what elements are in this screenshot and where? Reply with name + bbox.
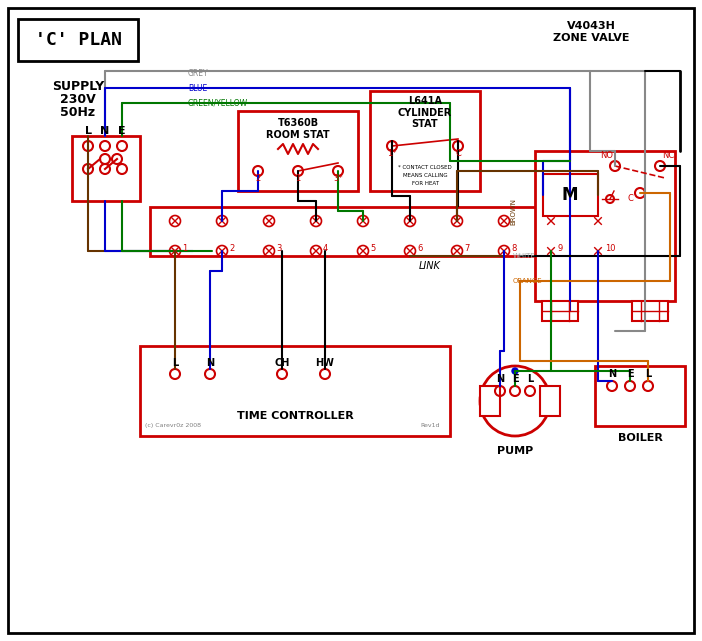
Text: E: E <box>627 369 633 379</box>
Text: N: N <box>608 369 616 379</box>
Text: ROOM STAT: ROOM STAT <box>266 130 330 140</box>
Text: 6: 6 <box>417 244 423 253</box>
FancyBboxPatch shape <box>535 151 675 301</box>
Text: ZONE VALVE: ZONE VALVE <box>552 33 629 43</box>
Text: 1: 1 <box>182 244 187 253</box>
Text: C: C <box>627 194 633 203</box>
FancyBboxPatch shape <box>72 136 140 201</box>
Text: 1: 1 <box>296 174 300 183</box>
FancyBboxPatch shape <box>480 386 500 416</box>
Text: 'C' PLAN: 'C' PLAN <box>34 31 121 49</box>
FancyBboxPatch shape <box>370 91 480 191</box>
Text: 8: 8 <box>511 244 517 253</box>
Text: 2: 2 <box>229 244 234 253</box>
Text: TIME CONTROLLER: TIME CONTROLLER <box>237 411 353 421</box>
Text: L: L <box>527 374 533 384</box>
FancyBboxPatch shape <box>595 366 685 426</box>
Text: HW: HW <box>316 358 334 368</box>
Text: N: N <box>206 358 214 368</box>
Text: 2: 2 <box>256 174 260 183</box>
Text: PUMP: PUMP <box>497 446 533 456</box>
FancyBboxPatch shape <box>543 174 598 216</box>
Text: LINK: LINK <box>419 261 441 271</box>
Text: 230V: 230V <box>60 92 96 106</box>
Text: 50Hz: 50Hz <box>60 106 95 119</box>
Text: 5: 5 <box>370 244 376 253</box>
Text: C: C <box>455 149 461 158</box>
FancyBboxPatch shape <box>140 346 450 436</box>
Text: NO: NO <box>600 151 614 160</box>
Text: L: L <box>645 369 651 379</box>
FancyBboxPatch shape <box>150 207 630 256</box>
Text: V4043H: V4043H <box>567 21 616 31</box>
Text: SUPPLY: SUPPLY <box>52 79 104 92</box>
Text: BROWN: BROWN <box>510 197 516 224</box>
Text: M: M <box>562 186 578 204</box>
FancyBboxPatch shape <box>238 111 358 191</box>
Text: N: N <box>496 374 504 384</box>
Text: 7: 7 <box>464 244 470 253</box>
Text: T6360B: T6360B <box>277 118 319 128</box>
Text: 3: 3 <box>276 244 282 253</box>
FancyBboxPatch shape <box>542 301 578 321</box>
Text: Rev1d: Rev1d <box>420 423 439 428</box>
FancyBboxPatch shape <box>18 19 138 61</box>
Text: 10: 10 <box>605 244 616 253</box>
Text: WHITE: WHITE <box>513 253 536 259</box>
Text: MEANS CALLING: MEANS CALLING <box>403 173 447 178</box>
Text: L: L <box>84 126 91 136</box>
FancyBboxPatch shape <box>540 386 560 416</box>
Text: E: E <box>512 374 518 384</box>
Text: ORANGE: ORANGE <box>513 278 543 284</box>
Circle shape <box>512 368 518 374</box>
Text: NC: NC <box>662 151 674 160</box>
Text: FOR HEAT: FOR HEAT <box>411 181 439 186</box>
Text: BLUE: BLUE <box>188 83 207 92</box>
Text: 9: 9 <box>558 244 563 253</box>
Text: BOILER: BOILER <box>618 433 663 443</box>
Text: GREY: GREY <box>188 69 208 78</box>
Text: CYLINDER: CYLINDER <box>398 108 452 118</box>
Text: 4: 4 <box>323 244 329 253</box>
Text: (c) Carevr0z 2008: (c) Carevr0z 2008 <box>145 423 201 428</box>
Text: E: E <box>118 126 126 136</box>
Text: GREEN/YELLOW: GREEN/YELLOW <box>188 99 248 108</box>
Text: N: N <box>100 126 110 136</box>
FancyBboxPatch shape <box>8 8 694 633</box>
Text: CH: CH <box>274 358 290 368</box>
Text: L641A: L641A <box>408 96 442 106</box>
Text: * CONTACT CLOSED: * CONTACT CLOSED <box>398 165 452 170</box>
Text: 1*: 1* <box>388 149 397 158</box>
Text: 3*: 3* <box>333 174 343 183</box>
Text: L: L <box>172 358 178 368</box>
FancyBboxPatch shape <box>632 301 668 321</box>
Text: STAT: STAT <box>411 119 438 129</box>
